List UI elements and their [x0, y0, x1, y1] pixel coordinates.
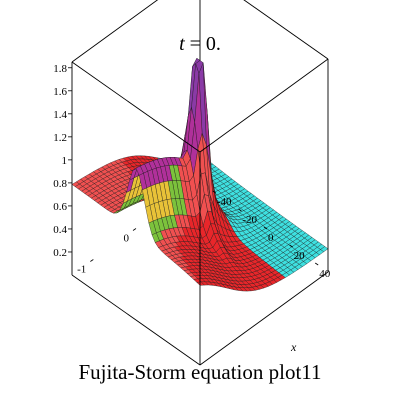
box-edge-top-left [71, 0, 159, 63]
tick-mark [212, 190, 217, 194]
axis-ticks: 0.2 0.4 0.6 0.8 1 1.2 1.4 1.6 1.8 -1 0 -40 -20 0 20 40 [53, 63, 330, 280]
chart-title: t = 0. [179, 33, 221, 55]
box-edge-top-front-right [199, 58, 329, 153]
z-tick-label: 1.6 [53, 86, 67, 98]
box-edge-bottom-right [199, 271, 329, 366]
tick-mark [90, 259, 94, 262]
z-tick-label: 0.2 [53, 247, 67, 259]
z-tick-label: 0.8 [53, 178, 67, 190]
x-tick-label: -20 [242, 214, 257, 226]
z-tick-label: 1 [62, 155, 68, 167]
x-axis-label: x [290, 340, 297, 354]
title-rest: = 0. [185, 33, 221, 55]
tick-mark [238, 208, 242, 212]
box-edge-top-right [243, 0, 329, 60]
z-tick-label: 0.4 [53, 224, 67, 236]
title-variable: t [179, 33, 185, 55]
box-edge-top-front-left [71, 61, 201, 153]
x-tick-label: 20 [294, 250, 306, 262]
surface-mesh [71, 57, 329, 292]
y-tick-label: -1 [77, 264, 86, 276]
box-front-edges [71, 58, 329, 366]
tick-mark [263, 226, 268, 230]
z-tick-label: 0.6 [53, 201, 67, 213]
box-edge-bottom-left [71, 274, 201, 366]
z-tick-label: 1.8 [53, 63, 67, 75]
tick-mark [314, 262, 319, 266]
x-tick-label: -40 [217, 196, 232, 208]
z-tick-label: 1.2 [53, 132, 67, 144]
tick-mark [289, 244, 293, 248]
x-tick-label: 0 [268, 232, 274, 244]
tick-mark [132, 228, 137, 231]
y-tick-label: 0 [124, 233, 130, 245]
x-tick-label: 40 [319, 268, 331, 280]
figure-caption: Fujita-Storm equation plot11 [78, 360, 322, 384]
z-tick-label: 1.4 [53, 109, 67, 121]
